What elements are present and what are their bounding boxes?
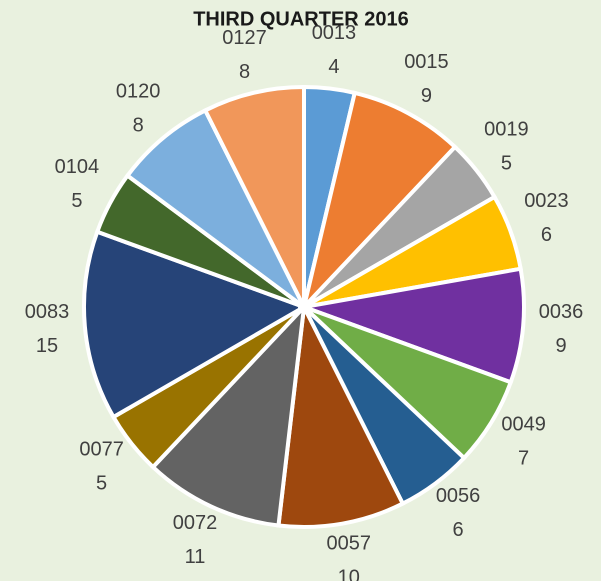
pie-slice (300, 90, 458, 314)
slice-label: 0049 (501, 414, 546, 436)
slice-label: 0120 (116, 81, 161, 103)
center-hole (298, 301, 310, 313)
chart-title: THIRD QUARTER 2016 (193, 8, 409, 30)
slice-value: 9 (555, 335, 566, 357)
pie-slice (150, 301, 307, 528)
slice-label: 0013 (312, 22, 357, 44)
slice-value: 11 (185, 546, 206, 568)
pie-slice (276, 300, 406, 529)
slice-label: 0015 (404, 51, 449, 73)
slice-label: 0056 (436, 485, 481, 507)
slice-value: 10 (338, 566, 360, 581)
slice-label: 0023 (524, 190, 569, 212)
slice-value: 6 (541, 224, 552, 246)
slice-value: 8 (133, 115, 144, 137)
slice-value: 7 (518, 448, 529, 470)
pie-slice (202, 84, 306, 308)
pie-slice (296, 266, 526, 385)
slice-label: 0057 (327, 532, 372, 554)
slice-label: 0036 (539, 301, 584, 323)
slice-value: 5 (71, 190, 82, 212)
slice-label: 0019 (484, 118, 529, 140)
slice-value: 15 (36, 335, 58, 357)
slice-label: 0072 (173, 512, 218, 534)
slice-label: 0083 (25, 301, 70, 323)
slice-value: 8 (239, 61, 250, 83)
slice-value: 6 (453, 519, 464, 541)
pie-slice (82, 229, 309, 420)
slice-value: 4 (328, 56, 339, 78)
slice-value: 5 (501, 152, 512, 174)
slice-label: 0127 (222, 27, 267, 49)
slice-value: 5 (96, 472, 107, 494)
slice-value: 9 (421, 85, 432, 107)
slice-label: 0104 (55, 156, 100, 178)
slice-label: 0077 (79, 438, 124, 460)
